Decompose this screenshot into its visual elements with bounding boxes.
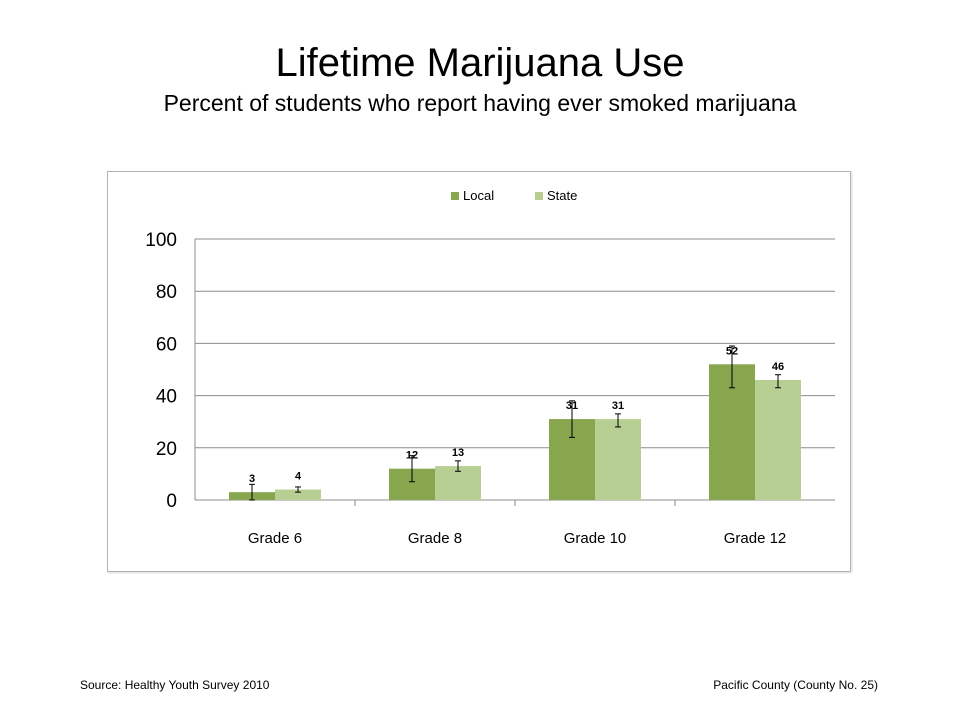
legend-swatch xyxy=(535,192,543,200)
y-tick-label: 80 xyxy=(156,282,177,303)
y-tick-label: 20 xyxy=(156,439,177,460)
x-tick-label: Grade 12 xyxy=(724,530,787,547)
chart-area: 0 20 40 60 80 100 Grade 6 3 4 Grade 8 12 13 Grade 10… xyxy=(107,171,851,572)
chart-subtitle: Percent of students who report having ev… xyxy=(163,90,797,116)
data-label: 12 xyxy=(406,450,418,462)
data-label: 13 xyxy=(452,447,464,459)
legend-label: State xyxy=(547,188,577,203)
x-tick-label: Grade 8 xyxy=(408,530,462,547)
source-note: Source: Healthy Youth Survey 2010 xyxy=(80,678,270,692)
x-tick-label: Grade 10 xyxy=(564,530,627,547)
chart-title: Lifetime Marijuana Use xyxy=(275,41,685,85)
legend-swatch xyxy=(451,192,459,200)
y-tick-label: 60 xyxy=(156,334,177,355)
y-tick-label: 0 xyxy=(166,491,177,512)
data-label: 3 xyxy=(249,473,255,485)
data-label: 4 xyxy=(295,471,302,483)
bar-chart: 0 20 40 60 80 100 Grade 6 3 4 Grade 8 12 13 Grade 10… xyxy=(145,188,835,547)
x-tick-label: Grade 6 xyxy=(248,530,302,547)
data-label: 31 xyxy=(612,400,624,412)
y-tick-label: 100 xyxy=(145,230,177,251)
data-label: 31 xyxy=(566,400,578,412)
bar xyxy=(275,489,321,500)
legend-label: Local xyxy=(463,188,494,203)
bar xyxy=(595,419,641,500)
data-label: 46 xyxy=(772,361,784,373)
bar xyxy=(755,379,801,500)
data-label: 52 xyxy=(726,345,738,357)
y-tick-label: 40 xyxy=(156,387,177,408)
county-note: Pacific County (County No. 25) xyxy=(713,678,878,692)
